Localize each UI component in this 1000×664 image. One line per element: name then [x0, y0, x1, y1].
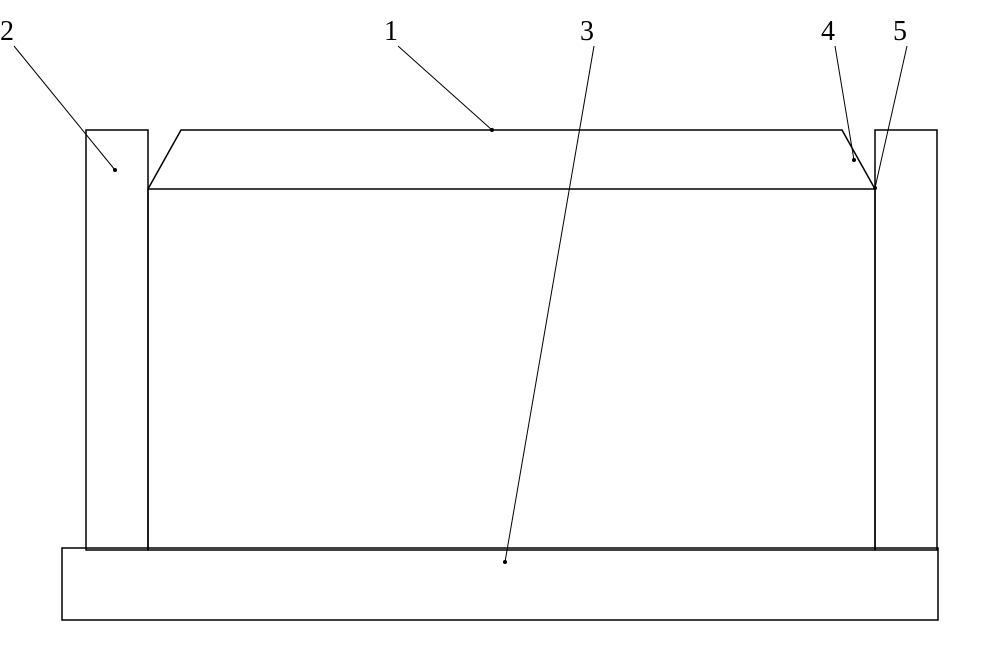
diagram-canvas — [0, 0, 1000, 664]
label-2: 2 — [0, 16, 14, 48]
label-1: 1 — [384, 16, 398, 48]
label-3: 3 — [580, 16, 594, 48]
label-4: 4 — [821, 16, 835, 48]
label-5: 5 — [893, 16, 907, 48]
